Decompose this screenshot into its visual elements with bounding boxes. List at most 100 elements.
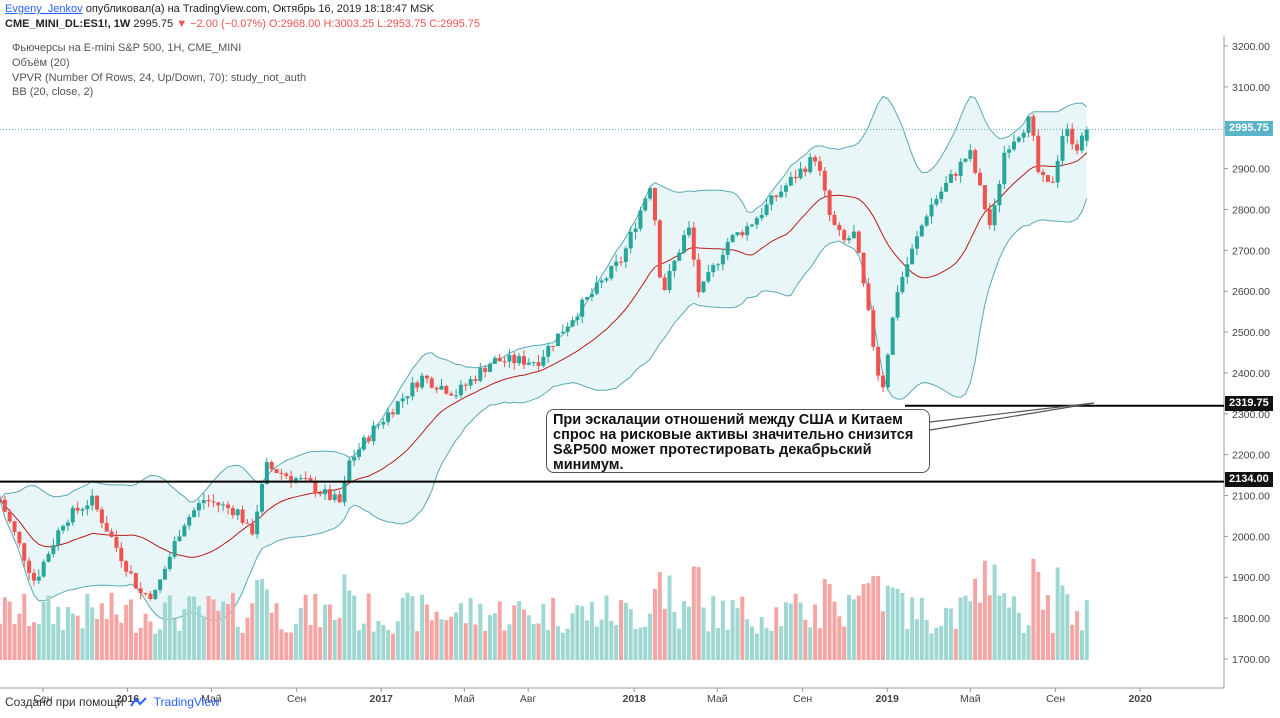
candle-body [1060,136,1065,161]
volume-bar [1065,594,1070,660]
candle-body [842,230,847,241]
volume-bar [177,630,182,660]
candle-body [109,531,114,537]
volume-bar [662,608,667,660]
volume-bar [895,588,900,660]
y-tick-label: 2400.00 [1232,368,1270,380]
x-tick-label: Сен [793,693,812,705]
candle-body [585,296,590,300]
candle-body [187,516,192,526]
volume-bar [240,632,245,660]
ohlc-line: CME_MINI_DL:ES1!, 1W 2995.75 ▼ −2.00 (−0… [5,18,480,30]
callout-pointer [929,402,1095,431]
volume-bar [235,626,240,660]
volume-bar [128,599,133,660]
volume-bar [371,631,376,660]
candle-body [41,561,46,577]
volume-bar [793,593,798,660]
candle-body [51,545,56,554]
candle-body [619,261,624,263]
candle-body [623,248,628,263]
candle-body [924,216,929,226]
volume-bar [696,567,701,660]
x-tick-label: Май [960,693,981,705]
volume-bar [827,584,832,660]
author-link[interactable]: Evgeny_Jenkov [5,3,83,15]
candle-body [788,176,793,186]
volume-bar [531,623,536,660]
volume-bar [856,595,861,660]
candle-body [104,522,109,532]
candle-body [808,157,813,173]
volume-bar [997,595,1002,660]
volume-bar [517,601,522,660]
candle-body [973,150,978,173]
volume-bar [851,599,856,660]
candle-body [580,299,585,317]
candle-body [172,541,177,557]
candle-body [303,478,308,480]
volume-bar [604,595,609,660]
footer-brand[interactable]: TradingView [153,695,220,709]
volume-bar [817,628,822,660]
volume-bar [1021,632,1026,660]
candle-body [22,543,27,561]
y-tick-label: 2900.00 [1232,164,1270,176]
candle-body [599,280,604,283]
candle-body [944,182,949,192]
candle-body [1007,149,1012,153]
volume-bar [468,598,473,660]
volume-bar [12,624,17,660]
volume-bar [41,601,46,660]
volume-bar [313,593,318,660]
candle-body [851,231,856,239]
candle-body [982,185,987,210]
candle-body [1026,116,1031,133]
candle-body [987,209,992,226]
candle-body [143,593,148,595]
volume-bar [866,583,871,660]
volume-bar [1031,558,1036,660]
volume-bar [361,623,366,660]
candle-body [90,495,95,506]
volume-bar [837,616,842,660]
volume-bar [953,628,958,660]
candle-body [259,484,264,512]
volume-bar [575,605,580,660]
volume-bar [706,631,711,660]
candle-body [720,254,725,265]
candle-body [85,505,90,510]
volume-bar [507,624,512,660]
volume-bar [623,602,628,660]
candle-body [856,231,861,253]
candle-body [308,478,313,482]
candle-body [521,356,526,365]
candle-body [424,375,429,379]
candle-body [672,260,677,271]
candle-body [1031,116,1036,136]
candle-body [361,437,366,450]
candle-body [541,356,546,366]
volume-bar [1055,567,1060,660]
annotation-callout[interactable]: При эскалации отношений между США и Кита… [546,409,930,473]
candle-body [628,231,633,249]
volume-bar [386,629,391,660]
volume-bar [269,612,274,660]
volume-bar [458,603,463,660]
volume-bar [652,588,657,660]
volume-bar [682,601,687,660]
candle-body [434,387,439,390]
volume-bar [337,617,342,660]
volume-bar [264,589,269,660]
x-tick-label: Май [201,693,222,705]
volume-bar [1026,625,1031,660]
volume-bar [352,595,357,660]
candle-body [764,204,769,216]
candle-body [910,248,915,265]
volume-bar [914,619,919,660]
volume-bar [1041,609,1046,660]
volume-bar [832,601,837,660]
volume-bar [80,628,85,660]
candle-body [410,382,415,397]
